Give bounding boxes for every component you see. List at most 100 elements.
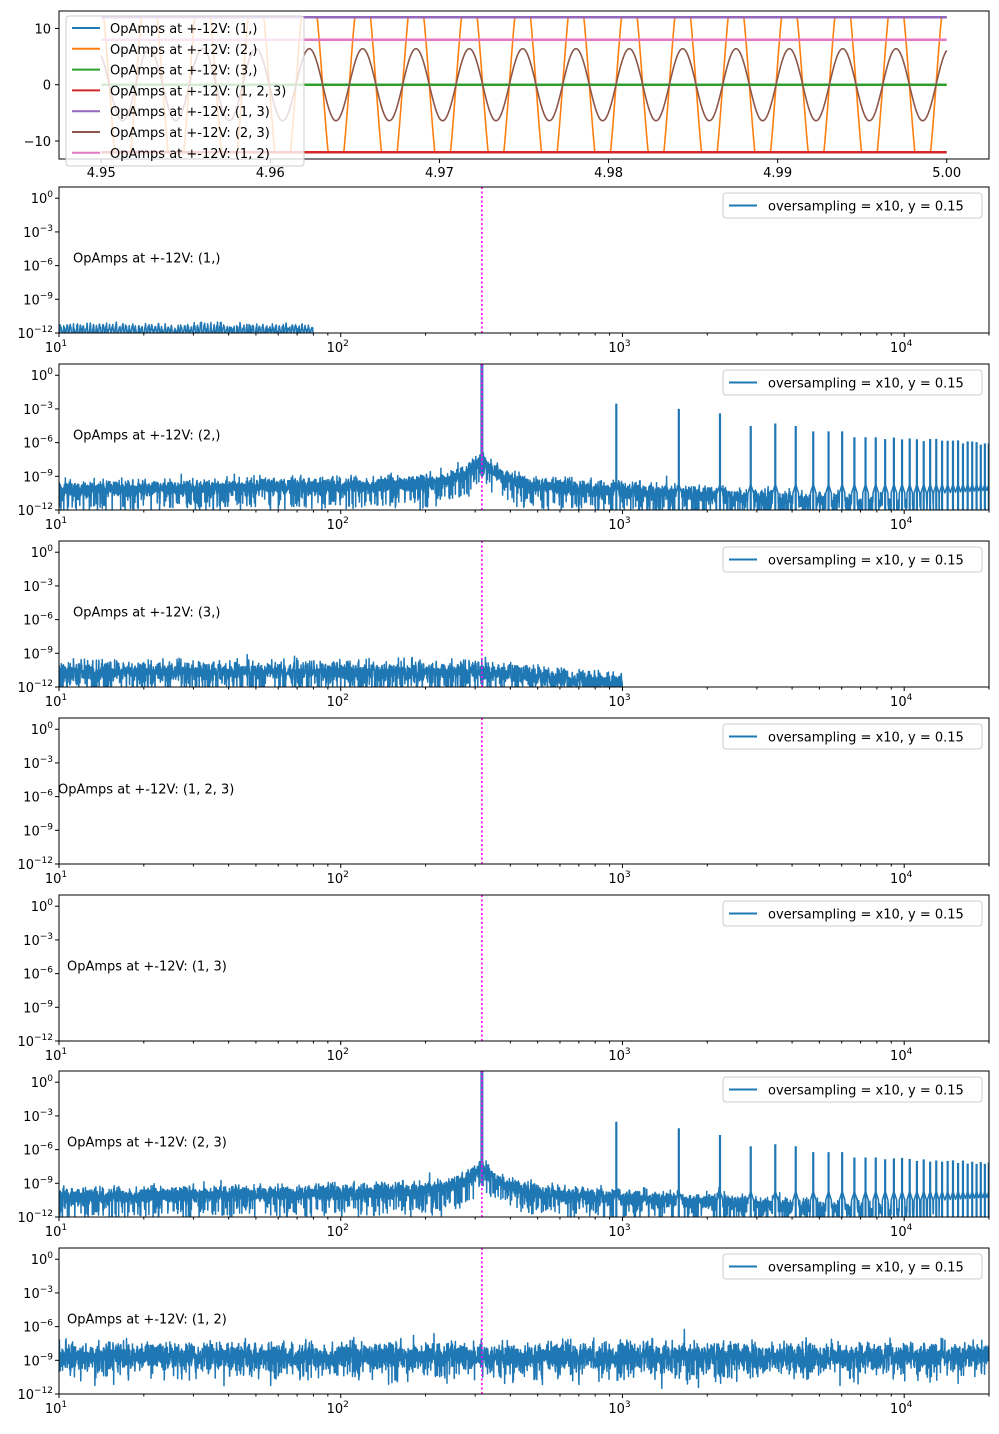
spectrum-panel-2: 101 102 103 104 100 10−3 10−6 10−9 10−12 OpAmps a… [17,363,990,533]
y-tick-label: 10−12 [17,1209,53,1226]
x-tick-label: 101 [45,693,67,710]
legend: oversampling = x10, y = 0.15 [722,723,983,750]
legend-label: OpAmps at +-12V: (1,) [110,22,257,37]
axes-frame [58,363,990,511]
x-tick-label: 102 [327,870,349,887]
x-tick-label: 103 [608,870,630,887]
legend-label: oversampling = x10, y = 0.15 [768,908,964,923]
x-tick-label: 4.95 [87,166,116,181]
y-tick-label: 10−3 [23,401,53,418]
x-tick-label: 102 [327,516,349,533]
x-tick-label: 102 [327,1223,349,1240]
x-tick-label: 104 [890,339,913,356]
x-tick-label: 4.96 [256,166,285,181]
x-tick-label: 103 [608,1400,630,1417]
y-tick-label: 10−9 [23,291,53,308]
legend-label: OpAmps at +-12V: (2,) [110,43,257,58]
legend: oversampling = x10, y = 0.15 [722,369,983,396]
y-tick-label: 10−12 [17,679,53,696]
legend: oversampling = x10, y = 0.15 [722,1253,983,1280]
legend: oversampling = x10, y = 0.15 [722,1076,983,1103]
legend-label: OpAmps at +-12V: (1, 2, 3) [110,84,286,99]
y-tick-label: 10−3 [23,578,53,595]
y-tick-label: 10−6 [23,966,53,983]
axes-frame [58,717,990,865]
plot-area [59,1248,989,1394]
y-tick-label: 10−3 [23,932,53,949]
x-tick-label: 101 [45,870,67,887]
plot-area [59,187,483,333]
spectrum-panel-3: 101 102 103 104 100 10−3 10−6 10−9 10−12 OpAmps a… [17,540,990,710]
legend-label: OpAmps at +-12V: (1, 2) [110,147,270,162]
x-tick-label: 102 [327,339,349,356]
plot-area [59,1071,989,1217]
y-tick-label: 100 [31,190,54,207]
y-tick-label: 10−3 [23,1285,53,1302]
y-tick-label: 100 [31,367,54,384]
legend-box [722,900,983,927]
legend-box [722,1076,983,1103]
y-tick-label: 0 [43,79,51,94]
x-tick-label: 103 [608,693,630,710]
x-tick-label: 104 [890,1223,913,1240]
legend-label: OpAmps at +-12V: (2, 3) [110,126,270,141]
spectrum-panel-7: 101 102 103 104 100 10−3 10−6 10−9 10−12 OpAmps a… [17,1247,990,1417]
panel-annotation: OpAmps at +-12V: (1, 2) [67,1313,227,1328]
legend-box [722,1253,983,1280]
y-tick-label: 10−9 [23,468,53,485]
y-tick-label: 100 [31,544,54,561]
legend-box [65,15,305,167]
legend-label: OpAmps at +-12V: (1, 3) [110,105,270,120]
axes-frame [58,894,990,1042]
x-tick-label: 104 [890,693,913,710]
x-tick-label: 101 [45,1223,67,1240]
panel-annotation: OpAmps at +-12V: (1, 3) [67,960,227,975]
x-tick-label: 4.98 [594,166,623,181]
axes-frame [58,186,990,334]
x-tick-label: 101 [45,1400,67,1417]
time-domain-axes: 4.95 4.96 4.97 4.98 4.99 5.00 10 0 −10 OpAmps at … [24,10,990,181]
y-tick-label: 10−12 [17,1386,53,1403]
x-tick-label: 104 [890,1400,913,1417]
panel-annotation: OpAmps at +-12V: (1, 2, 3) [58,783,234,798]
spectrum-line [59,321,314,333]
plot-area [59,541,623,687]
legend-label: oversampling = x10, y = 0.15 [768,200,964,215]
x-tick-label: 4.99 [763,166,792,181]
y-tick-label: 10−9 [23,1175,53,1192]
axes-frame [58,540,990,688]
legend-box [722,369,983,396]
x-tick-label: 103 [608,1047,630,1064]
x-tick-label: 104 [890,516,913,533]
x-tick-label: 101 [45,1047,67,1064]
y-tick-label: −10 [24,135,51,150]
y-tick-label: 10−6 [23,1319,53,1336]
x-tick-label: 5.00 [932,166,961,181]
panel-annotation: OpAmps at +-12V: (1,) [73,252,220,267]
y-tick-label: 10−3 [23,755,53,772]
y-tick-label: 10−12 [17,1033,53,1050]
x-tick-label: 103 [608,1223,630,1240]
x-tick-label: 101 [45,516,67,533]
axes-frame [58,1247,990,1395]
x-tick-label: 104 [890,870,913,887]
y-tick-label: 10−12 [17,856,53,873]
x-tick-label: 102 [327,1400,349,1417]
y-tick-label: 100 [31,1251,54,1268]
x-tick-label: 103 [608,516,630,533]
legend: oversampling = x10, y = 0.15 [722,192,983,219]
y-tick-label: 10−6 [23,789,53,806]
y-tick-label: 10 [34,22,51,37]
legend-label: oversampling = x10, y = 0.15 [768,1261,964,1276]
spectrum-line [59,452,989,510]
y-tick-label: 10−6 [23,612,53,629]
x-tick-label: 104 [890,1047,913,1064]
y-tick-label: 10−6 [23,435,53,452]
x-tick-label: 101 [45,339,67,356]
legend-label: oversampling = x10, y = 0.15 [768,731,964,746]
spectrum-panel-5: 101 102 103 104 100 10−3 10−6 10−9 10−12 OpAmps a… [17,894,990,1064]
y-tick-label: 10−3 [23,224,53,241]
panel-annotation: OpAmps at +-12V: (3,) [73,606,220,621]
y-tick-label: 10−12 [17,325,53,342]
